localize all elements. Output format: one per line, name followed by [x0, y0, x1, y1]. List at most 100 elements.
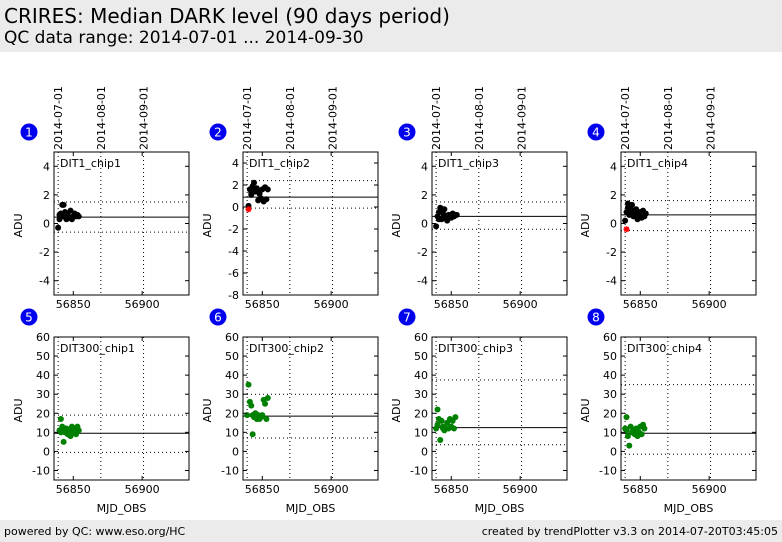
y-axis-label: ADU	[12, 398, 25, 422]
y-tick-label: 60	[225, 331, 239, 344]
data-point	[62, 425, 69, 432]
y-tick-label: -10	[410, 464, 428, 477]
data-point	[453, 211, 460, 218]
panel-title: DIT300_chip4	[627, 342, 702, 355]
data-point	[253, 414, 260, 421]
y-tick-label: 4	[232, 157, 239, 170]
date-marker-label: 2014-08-01	[95, 86, 108, 150]
panel-number: 5	[25, 311, 33, 325]
panel-title: DIT300_chip1	[60, 342, 135, 355]
y-tick-label: 0	[610, 445, 617, 458]
data-point	[452, 414, 459, 421]
y-tick-label: -4	[39, 275, 50, 288]
footer-created: created by trendPlotter v3.3 on 2014-07-…	[481, 525, 778, 538]
data-point	[256, 190, 263, 197]
y-tick-label: 20	[414, 407, 428, 420]
x-tick-label: 56850	[56, 298, 91, 311]
y-tick-label: 30	[36, 388, 50, 401]
chart-panel-6: -10 0 10 20 30 40 50 60 56850 56900 DIT300_chip2 AD…	[201, 308, 379, 515]
date-marker-label: 2014-08-01	[284, 86, 297, 150]
date-marker-label: 2014-09-01	[138, 86, 151, 150]
data-point	[249, 431, 256, 438]
page-subtitle: QC data range: 2014-07-01 ... 2014-09-30	[4, 28, 364, 48]
panel-number: 2	[214, 126, 222, 140]
y-tick-label: 50	[414, 350, 428, 363]
chart-panel-5: -10 0 10 20 30 40 50 60 56850 56900 DIT300_chip1 AD…	[12, 308, 190, 515]
x-tick-label: 56900	[314, 483, 349, 496]
data-point	[626, 442, 633, 449]
data-point	[57, 429, 64, 436]
data-point	[262, 400, 269, 407]
y-axis-label: ADU	[579, 398, 592, 422]
y-axis-label: ADU	[201, 398, 214, 422]
y-tick-label: 2	[232, 179, 239, 192]
data-point	[624, 433, 631, 440]
date-marker-label: 2014-07-01	[430, 86, 443, 150]
panel-number-badge	[398, 123, 416, 141]
panel-number: 8	[592, 311, 600, 325]
panel-number: 1	[25, 126, 33, 140]
y-tick-label: -2	[39, 246, 50, 259]
x-tick-label: 56850	[623, 483, 658, 496]
x-tick-label: 56900	[314, 298, 349, 311]
panel-title: DIT1_chip1	[60, 157, 121, 170]
data-point	[245, 381, 252, 388]
y-tick-label: 0	[43, 445, 50, 458]
data-point	[641, 425, 648, 432]
x-tick-label: 56850	[434, 298, 469, 311]
x-tick-label: 56850	[245, 483, 280, 496]
panel-title: DIT300_chip3	[438, 342, 513, 355]
x-tick-label: 56850	[623, 298, 658, 311]
x-tick-label: 56900	[503, 298, 538, 311]
data-point	[263, 196, 270, 203]
panel-number: 4	[592, 126, 600, 140]
data-point	[55, 224, 62, 231]
outlier-point	[245, 206, 252, 213]
date-marker-label: 2014-09-01	[705, 86, 718, 150]
y-tick-label: -4	[606, 275, 617, 288]
data-point	[75, 213, 82, 220]
panel-title: DIT1_chip2	[249, 157, 310, 170]
header-bar: CRIRES: Median DARK level (90 days perio…	[0, 0, 782, 52]
x-axis-label: MJD_OBS	[286, 502, 336, 515]
panel-number: 3	[403, 126, 411, 140]
panel-title: DIT300_chip2	[249, 342, 324, 355]
panel-number-badge	[209, 308, 227, 326]
plot-frame	[242, 151, 379, 296]
y-tick-label: 4	[421, 160, 428, 173]
date-marker-label: 2014-08-01	[473, 86, 486, 150]
data-point	[451, 425, 458, 432]
panel-number-badge	[587, 123, 605, 141]
y-tick-label: -10	[221, 464, 239, 477]
date-marker-label: 2014-07-01	[619, 86, 632, 150]
y-tick-label: 30	[414, 388, 428, 401]
panel-number-badge	[398, 308, 416, 326]
date-marker-label: 2014-08-01	[662, 86, 675, 150]
date-marker-label: 2014-07-01	[241, 86, 254, 150]
y-tick-label: -4	[417, 275, 428, 288]
footer-bar: powered by QC: www.eso.org/HC created by…	[0, 520, 782, 542]
y-tick-label: 2	[610, 189, 617, 202]
x-tick-label: 56850	[245, 298, 280, 311]
outlier-point	[623, 226, 630, 233]
x-tick-label: 56900	[692, 298, 727, 311]
data-point	[248, 402, 255, 409]
chart-panel-2: -8 -6 -4 -2 0 2 4 56850 56900 DIT1_chip2 ADU 2 2014-…	[201, 86, 379, 311]
y-tick-label: 20	[225, 407, 239, 420]
y-axis-label: ADU	[579, 213, 592, 237]
y-tick-label: 10	[36, 426, 50, 439]
data-point	[434, 421, 441, 428]
data-point	[642, 210, 649, 217]
y-axis-label: ADU	[390, 398, 403, 422]
y-tick-label: 20	[36, 407, 50, 420]
y-tick-label: 30	[603, 388, 617, 401]
data-point	[251, 179, 258, 186]
data-point	[60, 201, 67, 208]
data-point	[259, 412, 266, 419]
x-tick-label: 56900	[692, 483, 727, 496]
y-tick-label: 0	[232, 445, 239, 458]
y-tick-label: 60	[36, 331, 50, 344]
plot-frame	[431, 151, 568, 296]
y-tick-label: -4	[228, 245, 239, 258]
panel-number-badge	[587, 308, 605, 326]
